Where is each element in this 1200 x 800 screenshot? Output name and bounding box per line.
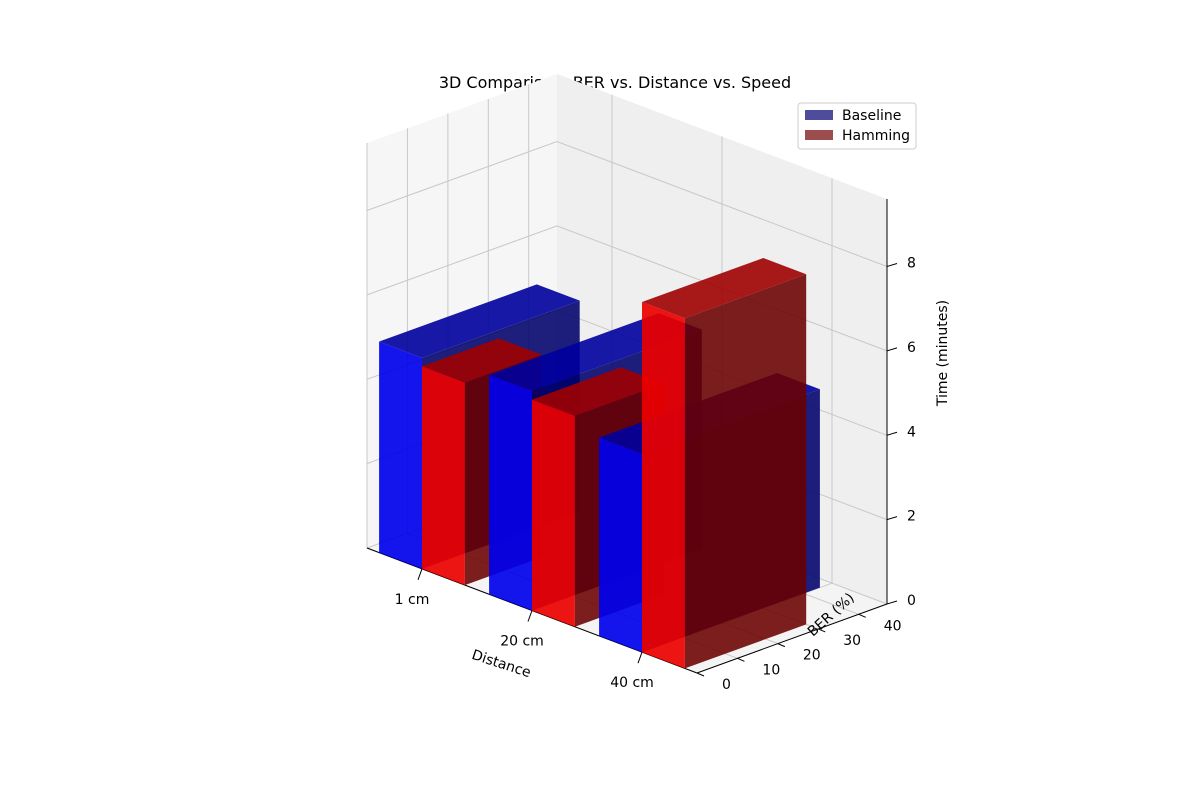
bar-front-face [379, 341, 422, 569]
tick-label-time: 8 [907, 256, 916, 272]
bar-side-face [684, 274, 807, 669]
bar-top-face [422, 338, 542, 383]
bar-front-face [599, 437, 642, 653]
bar-front-face [642, 302, 685, 669]
tick-label-time: 0 [907, 593, 916, 609]
bar-front-face [532, 399, 575, 627]
tick-mark-distance [417, 568, 423, 581]
tick-mark-distance [637, 651, 643, 664]
tick-label-ber: 10 [762, 662, 780, 678]
tick-mark-time [886, 516, 898, 521]
tick-mark-distance [527, 610, 533, 622]
legend-swatch-baseline [805, 110, 833, 120]
tick-label-distance: 1 cm [395, 592, 430, 608]
legend-label-baseline: Baseline [842, 108, 901, 124]
tick-label-time: 2 [907, 509, 916, 525]
y-axis-line [696, 603, 888, 674]
bar-top-face [532, 367, 664, 416]
tick-label-ber: 30 [843, 633, 861, 649]
tick-mark-time [886, 431, 898, 436]
tick-label-ber: 0 [722, 677, 731, 693]
tick-mark-ber [858, 613, 866, 618]
tick-label-ber: 20 [803, 648, 821, 664]
legend-label-hamming: Hamming [842, 128, 910, 144]
chart-title: 3D Comparison: BER vs. Distance vs. Spee… [439, 73, 791, 92]
tick-mark-ber [818, 628, 826, 633]
bar-hamming [642, 258, 807, 669]
bar-top-face [379, 284, 580, 358]
tick-mark-time [886, 263, 898, 267]
tick-mark-ber [696, 672, 705, 677]
bar-top-face [642, 258, 807, 319]
tick-label-distance: 40 cm [610, 675, 654, 691]
gridline-time [366, 140, 888, 267]
tick-label-ber: 40 [884, 618, 902, 634]
bars [379, 258, 820, 669]
tick-mark-ber [737, 657, 745, 662]
z-axis-label: Time (minutes) [935, 300, 951, 407]
tick-mark-time [886, 600, 898, 605]
legend-swatch-hamming [805, 130, 833, 140]
bar-front-face [422, 366, 465, 586]
legend: Baseline Hamming [797, 102, 917, 150]
tick-mark-time [886, 347, 898, 352]
tick-label-distance: 20 cm [500, 634, 544, 650]
tick-labels: 1 cm 20 cm 40 cm 0 10 20 30 40 0 2 4 6 8 [395, 256, 916, 694]
tick-label-time: 6 [907, 340, 916, 356]
tick-mark-ber [777, 643, 786, 648]
tick-label-time: 4 [907, 424, 916, 440]
bar-front-face [489, 374, 532, 611]
x-axis-label: Distance [470, 647, 533, 681]
